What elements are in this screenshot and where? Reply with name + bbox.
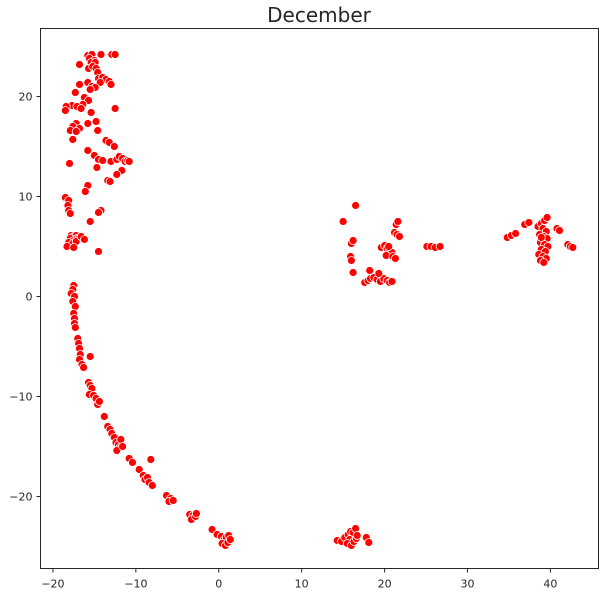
x-tick-label: 40 bbox=[543, 578, 557, 591]
data-point bbox=[106, 80, 116, 89]
data-point bbox=[346, 256, 356, 265]
data-point bbox=[112, 170, 122, 179]
data-point bbox=[110, 104, 120, 113]
x-tick-label: 10 bbox=[295, 578, 309, 591]
data-point bbox=[70, 88, 80, 97]
data-point bbox=[390, 254, 400, 263]
data-point bbox=[384, 242, 394, 251]
data-point bbox=[191, 509, 201, 518]
data-point bbox=[99, 412, 109, 421]
data-point bbox=[65, 159, 74, 168]
data-point bbox=[542, 213, 552, 222]
data-point bbox=[555, 226, 564, 235]
data-point bbox=[524, 218, 534, 227]
data-point bbox=[568, 243, 578, 252]
y-tick-label: −20 bbox=[9, 491, 32, 504]
data-point bbox=[94, 208, 103, 217]
data-point bbox=[511, 229, 520, 238]
data-point bbox=[393, 217, 403, 226]
y-tick-label: −10 bbox=[9, 391, 32, 404]
data-point bbox=[134, 465, 144, 474]
x-tick-label: 30 bbox=[460, 578, 474, 591]
data-point bbox=[395, 232, 404, 241]
y-tick-label: 0 bbox=[26, 291, 33, 304]
data-point bbox=[98, 156, 108, 165]
data-point bbox=[65, 209, 75, 218]
data-point bbox=[105, 177, 115, 186]
data-point bbox=[168, 496, 178, 505]
x-tick-label: 20 bbox=[378, 578, 392, 591]
data-point bbox=[68, 135, 78, 144]
data-point bbox=[338, 217, 348, 226]
x-tick-label: −10 bbox=[124, 578, 147, 591]
data-point bbox=[435, 242, 445, 251]
data-point bbox=[110, 50, 120, 59]
data-point bbox=[352, 531, 362, 540]
data-point bbox=[387, 277, 397, 286]
data-point bbox=[80, 187, 90, 196]
data-point bbox=[75, 60, 84, 69]
data-point bbox=[79, 363, 88, 372]
data-point bbox=[95, 397, 104, 406]
data-point bbox=[147, 481, 157, 490]
x-tick-label: −20 bbox=[41, 578, 64, 591]
data-point bbox=[225, 535, 235, 544]
data-point bbox=[146, 455, 156, 464]
data-point bbox=[83, 119, 93, 128]
data-point bbox=[70, 323, 80, 332]
data-point bbox=[536, 233, 546, 242]
y-tick-label: 20 bbox=[19, 91, 33, 104]
data-point bbox=[348, 236, 358, 245]
data-point bbox=[75, 80, 84, 89]
chart-title: December bbox=[267, 3, 371, 27]
data-point bbox=[118, 442, 127, 451]
data-point bbox=[351, 201, 361, 210]
data-point bbox=[109, 142, 119, 151]
data-point bbox=[71, 127, 81, 136]
data-point bbox=[91, 117, 101, 126]
plot-frame bbox=[40, 28, 599, 569]
data-point bbox=[364, 538, 374, 547]
data-point bbox=[348, 268, 358, 277]
x-tick-label: 0 bbox=[215, 578, 222, 591]
data-point bbox=[96, 50, 106, 59]
data-point bbox=[128, 458, 137, 467]
data-point bbox=[85, 85, 95, 94]
data-point bbox=[86, 108, 96, 117]
data-point bbox=[69, 243, 79, 252]
data-point bbox=[85, 352, 95, 361]
x-axis-ticks: −20 −10 0 10 20 30 40 bbox=[41, 568, 557, 591]
data-point bbox=[539, 258, 549, 267]
data-point bbox=[76, 104, 86, 113]
data-point bbox=[85, 217, 95, 226]
points-layer bbox=[61, 50, 578, 550]
data-point bbox=[92, 163, 102, 172]
data-point bbox=[80, 235, 89, 244]
data-point bbox=[61, 106, 70, 115]
data-point bbox=[374, 269, 384, 278]
data-point bbox=[124, 157, 134, 166]
data-point bbox=[94, 247, 103, 256]
data-point bbox=[83, 146, 93, 155]
y-tick-label: 10 bbox=[19, 191, 33, 204]
data-point bbox=[93, 126, 103, 135]
y-axis-ticks: −20 −10 0 10 20 bbox=[9, 91, 41, 504]
data-point bbox=[365, 266, 375, 275]
